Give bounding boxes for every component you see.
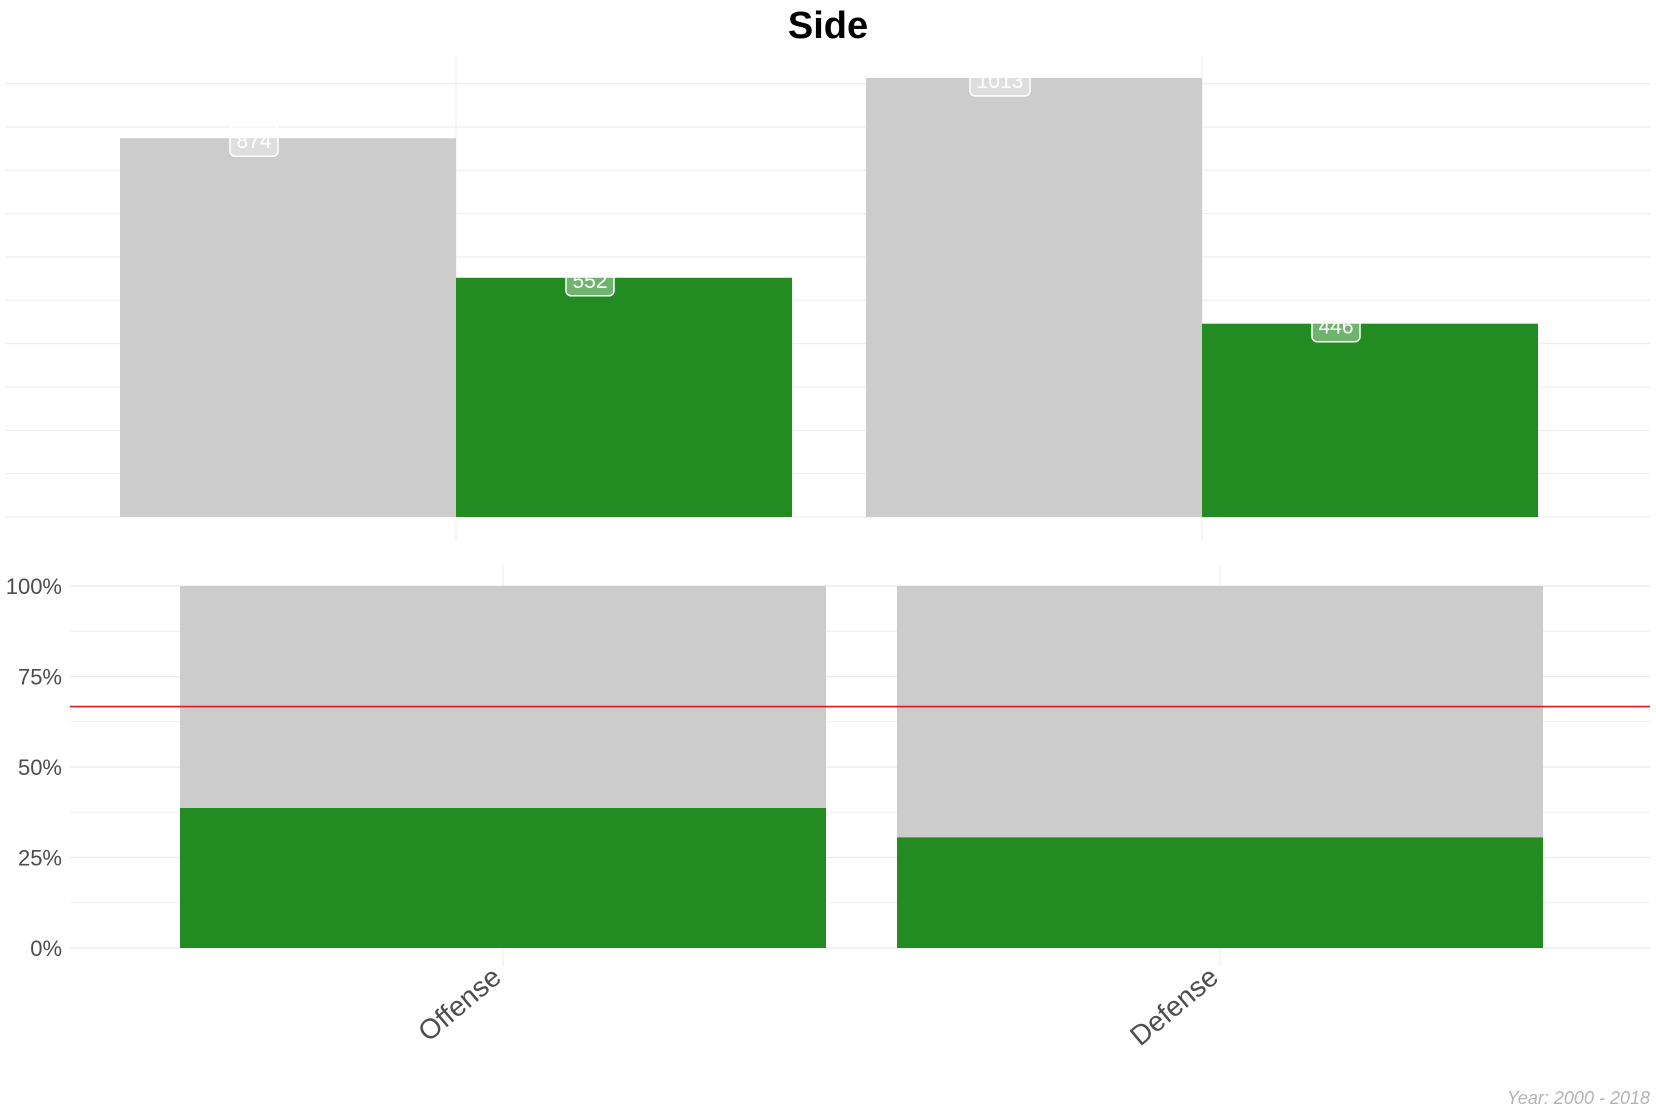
- y-tick-label: 100%: [6, 574, 62, 599]
- stacked-bar-defense-segment-2: [897, 586, 1543, 838]
- data-label-defense-series-1: 1013: [977, 70, 1024, 93]
- data-label-box-defense-series-1: [969, 63, 1031, 97]
- bar-offense-series-1: [120, 138, 456, 517]
- bar-offense-series-2: [456, 277, 792, 517]
- category-label-offense: Offense: [412, 961, 507, 1047]
- top-panel-data-labels: 874 552 1013 446: [229, 63, 1361, 343]
- data-label-box-offense-series-2: [565, 263, 615, 297]
- data-label-defense-series-2: 446: [1318, 316, 1353, 339]
- chart-title: Side: [788, 5, 868, 47]
- stacked-bar-defense-segment-1: [897, 837, 1543, 948]
- y-tick-label: 0%: [30, 936, 62, 961]
- bottom-panel-bars: [180, 586, 1543, 948]
- bar-defense-series-2: [1202, 323, 1538, 517]
- y-tick-label: 50%: [18, 755, 62, 780]
- top-panel-bars: [120, 77, 1538, 518]
- data-label-box-defense-series-2: [1311, 308, 1361, 343]
- chart-caption: Year: 2000 - 2018: [1507, 1088, 1650, 1108]
- y-tick-label: 75%: [18, 665, 62, 690]
- data-label-offense-series-2: 552: [572, 270, 607, 293]
- data-label-box-offense-series-1: [229, 123, 279, 157]
- stacked-bar-offense-segment-2: [180, 586, 826, 808]
- bottom-panel-y-ticks: 0% 25% 50% 75% 100%: [6, 574, 62, 961]
- stacked-bar-offense-segment-1: [180, 807, 826, 948]
- data-label-offense-series-1: 874: [236, 130, 271, 153]
- y-tick-label: 25%: [18, 846, 62, 871]
- category-axis-labels: Offense Defense: [412, 961, 1224, 1052]
- bar-defense-series-1: [866, 77, 1202, 518]
- category-label-defense: Defense: [1124, 961, 1224, 1052]
